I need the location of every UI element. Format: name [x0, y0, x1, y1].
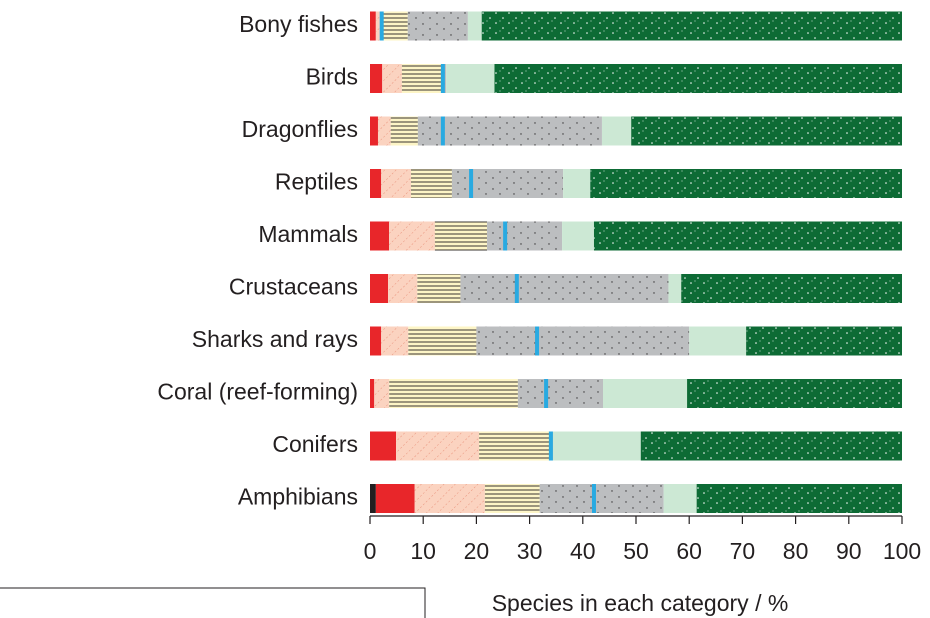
estimate-marker	[544, 379, 549, 408]
segment-pattern	[593, 221, 902, 251]
segment-pattern	[417, 274, 461, 303]
bar-segment	[370, 274, 389, 303]
x-tick-label: 80	[783, 538, 809, 564]
segment-pattern	[381, 169, 411, 198]
segment-pattern	[451, 169, 564, 198]
category-label: Mammals	[258, 221, 358, 247]
segment-pattern	[396, 431, 480, 461]
segment-pattern	[640, 431, 902, 461]
bar-segment	[663, 484, 697, 513]
bar-segment	[562, 221, 594, 251]
x-tick-label: 50	[623, 538, 649, 564]
bar-segment	[370, 484, 376, 513]
segment-pattern	[414, 484, 485, 513]
bar-segment	[370, 326, 382, 356]
bar-segment	[603, 379, 688, 408]
segment-pattern	[380, 11, 408, 41]
segment-pattern	[746, 326, 902, 356]
segment-pattern	[381, 326, 409, 356]
bar-segment	[689, 326, 747, 356]
x-tick-label: 60	[676, 538, 702, 564]
bar-segment	[467, 11, 482, 41]
segment-pattern	[408, 326, 477, 356]
segment-pattern	[590, 169, 902, 198]
segment-pattern	[390, 116, 418, 146]
bar-segment	[370, 221, 390, 251]
segment-pattern	[410, 169, 452, 198]
bar-segment	[370, 64, 383, 93]
x-tick-label: 30	[517, 538, 543, 564]
bar-segment	[370, 169, 382, 198]
estimate-marker	[503, 221, 508, 251]
bar-segment	[370, 379, 375, 408]
segment-pattern	[417, 116, 602, 146]
estimate-marker	[440, 64, 445, 93]
segment-pattern	[539, 484, 664, 513]
estimate-marker	[591, 484, 596, 513]
segment-pattern	[389, 221, 435, 251]
segment-pattern	[382, 64, 402, 93]
bar-segment	[601, 116, 632, 146]
segment-pattern	[476, 326, 690, 356]
segment-pattern	[401, 64, 443, 93]
x-tick-label: 20	[464, 538, 490, 564]
estimate-marker	[535, 326, 540, 356]
bar-segment	[375, 484, 415, 513]
bar-segment	[370, 11, 376, 41]
category-label: Bony fishes	[239, 11, 358, 37]
segment-pattern	[696, 484, 902, 513]
segment-pattern	[460, 274, 669, 303]
x-tick-label: 40	[570, 538, 596, 564]
bar-segment	[668, 274, 682, 303]
segment-pattern	[681, 274, 902, 303]
x-axis-label: Species in each category / %	[492, 590, 789, 616]
x-tick-label: 70	[730, 538, 756, 564]
bar-segment	[370, 116, 378, 146]
category-label: Crustaceans	[229, 274, 358, 300]
legend-frame	[0, 587, 426, 618]
category-label: Amphibians	[238, 484, 358, 510]
bar-segment	[370, 431, 397, 461]
category-label: Dragonflies	[242, 116, 358, 142]
bar-segment	[563, 169, 591, 198]
category-label: Reptiles	[275, 169, 358, 195]
segment-pattern	[687, 379, 902, 408]
segment-pattern	[434, 221, 488, 251]
x-tick-label: 0	[364, 538, 377, 564]
estimate-marker	[379, 11, 384, 41]
segment-pattern	[377, 116, 391, 146]
category-label: Sharks and rays	[192, 326, 358, 352]
estimate-marker	[514, 274, 519, 303]
category-label: Coral (reef-forming)	[157, 379, 358, 405]
segment-pattern	[631, 116, 902, 146]
segment-pattern	[481, 11, 902, 41]
bar-segment	[553, 431, 641, 461]
plot-area: Bony fishes Birds Dragonflies Reptiles Mamma…	[157, 11, 921, 564]
x-tick-label: 100	[883, 538, 921, 564]
segment-pattern	[374, 379, 390, 408]
segment-pattern	[388, 274, 418, 303]
estimate-marker	[548, 431, 553, 461]
segment-pattern	[479, 431, 551, 461]
category-label: Birds	[306, 64, 358, 90]
x-tick-label: 90	[836, 538, 862, 564]
estimate-marker	[440, 116, 445, 146]
segment-pattern	[407, 11, 468, 41]
segment-pattern	[375, 11, 381, 41]
segment-pattern	[484, 484, 540, 513]
bar-segment	[446, 64, 495, 93]
segment-pattern	[389, 379, 518, 408]
x-tick-label: 10	[410, 538, 436, 564]
estimate-marker	[469, 169, 474, 198]
segment-pattern	[487, 221, 563, 251]
category-label: Conifers	[272, 431, 358, 457]
segment-pattern	[494, 64, 902, 93]
segment-pattern	[517, 379, 604, 408]
